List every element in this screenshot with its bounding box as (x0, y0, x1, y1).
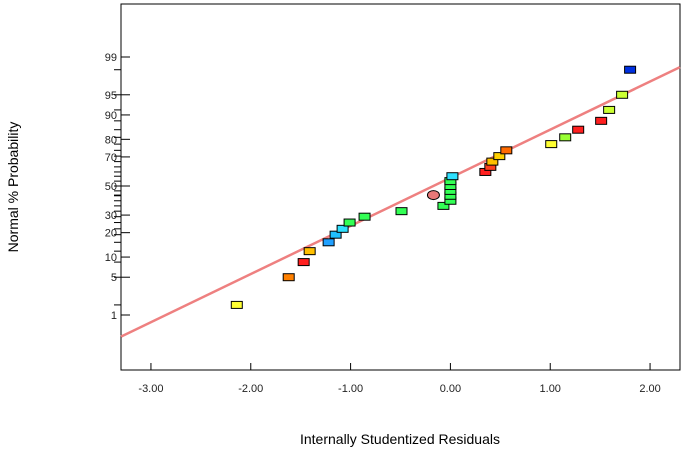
plot-area-frame (120, 3, 681, 371)
y-axis-rug-marks (114, 69, 121, 306)
reference-line (120, 65, 681, 338)
y-tick-label: 90 (105, 110, 117, 122)
x-axis-ticks: -3.00 -2.00 -1.00 0.00 1.00 2.00 (138, 363, 661, 395)
x-tick-label: -2.00 (238, 383, 263, 395)
x-tick-label: 1.00 (540, 383, 561, 395)
data-point-circle (426, 190, 440, 201)
data-point (322, 238, 335, 247)
data-point (230, 300, 243, 309)
data-point (303, 247, 316, 256)
y-tick-label: 70 (105, 152, 117, 164)
x-tick-label: 2.00 (639, 383, 660, 395)
x-axis-title: Internally Studentized Residuals (300, 431, 500, 447)
data-point (500, 146, 513, 155)
data-point (595, 116, 608, 125)
data-point (282, 273, 295, 282)
reference-line-layer (120, 65, 681, 338)
data-point (395, 207, 408, 216)
y-tick-label: 80 (105, 134, 117, 146)
data-point (545, 140, 558, 149)
y-tick-label: 5 (111, 272, 117, 284)
x-tick-label: -1.00 (338, 383, 363, 395)
data-point (437, 201, 450, 210)
data-point (624, 65, 637, 74)
y-tick-label: 50 (105, 181, 117, 193)
y-tick-label: 30 (105, 210, 117, 222)
data-point (358, 212, 371, 221)
data-point (446, 172, 459, 181)
data-point (343, 218, 356, 227)
y-tick-label: 1 (111, 310, 117, 322)
x-tick-label: 0.00 (440, 383, 461, 395)
x-tick-label: -3.00 (138, 383, 163, 395)
data-point (297, 258, 310, 267)
axes-layer (120, 3, 681, 371)
data-point (493, 152, 506, 161)
data-point (572, 125, 585, 134)
y-axis-title: Normal % Probability (5, 122, 21, 253)
data-point (486, 157, 499, 166)
y-tick-label: 10 (105, 252, 117, 264)
data-point (616, 90, 629, 99)
data-points (230, 65, 637, 309)
data-point (336, 224, 349, 233)
data-point (559, 133, 572, 142)
y-tick-label: 20 (105, 228, 117, 240)
data-point (603, 105, 616, 114)
y-tick-label: 99 (105, 52, 117, 64)
y-tick-label: 95 (105, 90, 117, 102)
y-axis-ticks: 1 5 10 20 30 50 70 80 90 95 99 (105, 52, 130, 322)
data-point (329, 230, 342, 239)
